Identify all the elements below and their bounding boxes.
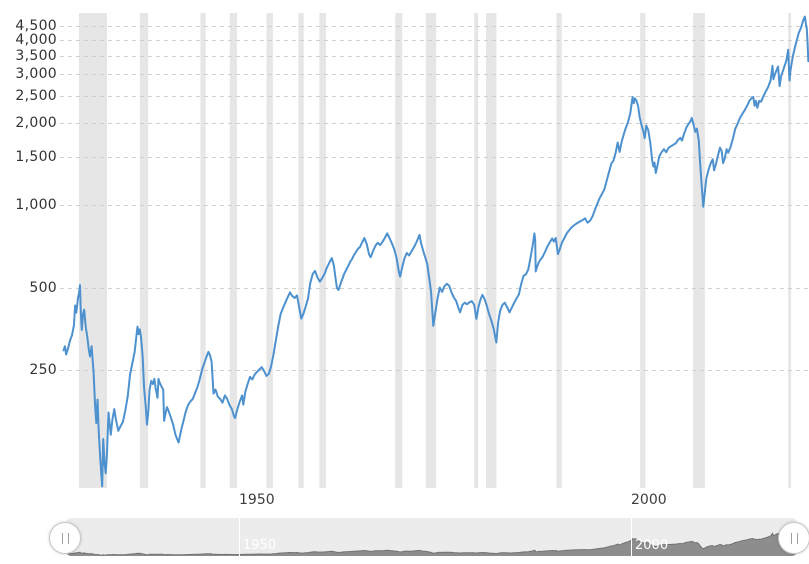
y-axis-label: 3,500: [15, 48, 57, 64]
x-axis-label: 2000: [631, 492, 667, 508]
recession-band: [395, 13, 403, 488]
navigator-year-label: 2000: [635, 538, 669, 553]
navigator-gridlines-layer: [239, 518, 632, 556]
recession-band: [474, 13, 479, 488]
navigator-area-edge: [66, 521, 797, 556]
y-axis-label: 4,000: [15, 32, 57, 48]
price-line[interactable]: [62, 15, 809, 488]
navigator-minichart: [66, 521, 797, 556]
y-axis-label: 3,000: [15, 66, 57, 82]
recession-band: [298, 13, 304, 488]
drag-handle-icon: [790, 532, 798, 544]
navigator-area: [66, 521, 797, 556]
y-axis-label: 250: [29, 362, 57, 378]
recession-band: [139, 13, 149, 488]
drag-handle-icon: [61, 532, 69, 544]
y-axis-label: 2,000: [15, 115, 57, 131]
recession-band: [486, 13, 497, 488]
x-axis-label: 1950: [239, 492, 275, 508]
recession-band: [229, 13, 237, 488]
y-axis-label: 1,000: [15, 197, 57, 213]
recession-band: [425, 13, 437, 488]
recession-band: [266, 13, 273, 488]
gridlines-layer: [60, 26, 809, 371]
recession-band: [640, 13, 646, 488]
navigator-handle-left[interactable]: [49, 522, 81, 554]
recession-band: [78, 13, 107, 488]
y-axis-label: 500: [29, 280, 57, 296]
y-axis-label: 1,500: [15, 149, 57, 165]
recession-band: [200, 13, 206, 488]
recession-band: [788, 13, 792, 488]
navigator-year-label: 1950: [243, 538, 277, 553]
y-axis-label: 2,500: [15, 88, 57, 104]
recession-band: [319, 13, 326, 488]
recession-band: [693, 13, 705, 488]
navigator-handle-right[interactable]: [778, 522, 809, 554]
recession-bands-layer: [78, 13, 792, 488]
y-axis-label: 4,500: [15, 18, 57, 34]
price-line-layer: [62, 15, 809, 488]
